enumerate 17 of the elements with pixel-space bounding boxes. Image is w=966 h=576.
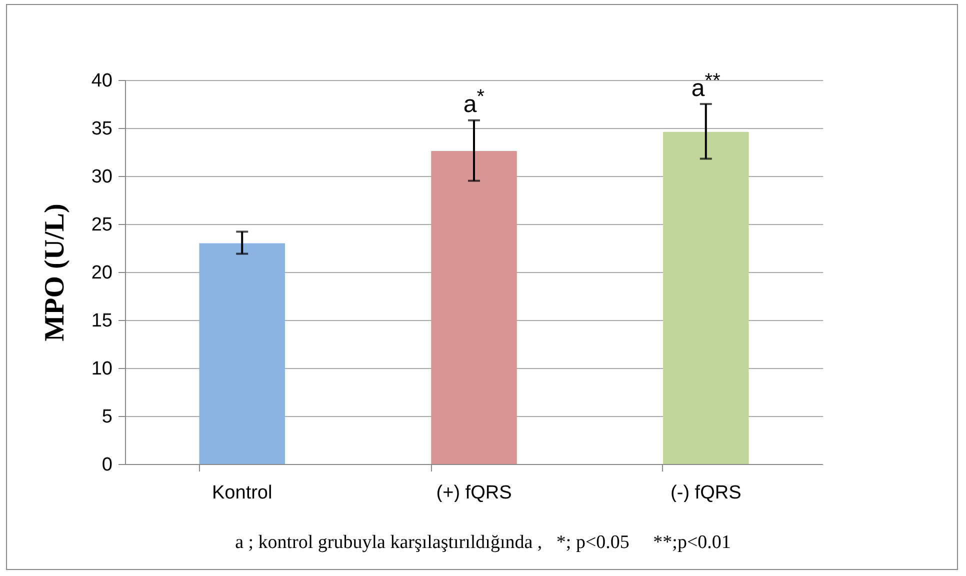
y-tick-label: 0 — [102, 454, 112, 476]
annotation: a$^{**}$ — [691, 70, 720, 102]
y-tick-label: 25 — [91, 214, 112, 236]
y-tick-label: 40 — [91, 70, 112, 92]
text: a ; kontrol grubuyla karşılaştırıldığında , *; p<0.05 **;p<0.01 — [234, 532, 732, 554]
x-tick-label: Kontrol — [212, 482, 272, 504]
y-tick-label: 30 — [91, 166, 112, 188]
bar — [199, 243, 286, 464]
y-tick-label: 35 — [91, 118, 112, 140]
y-tick-label: 5 — [102, 406, 112, 428]
y-axis-title: MPO (U/L) — [39, 204, 70, 342]
y-tick-label: 20 — [91, 262, 112, 284]
y-tick-label: 10 — [91, 358, 112, 380]
bar — [662, 132, 749, 464]
bar — [431, 151, 517, 464]
y-tick-label: 15 — [91, 310, 112, 332]
annotation: a$^{*}$ — [463, 86, 485, 118]
